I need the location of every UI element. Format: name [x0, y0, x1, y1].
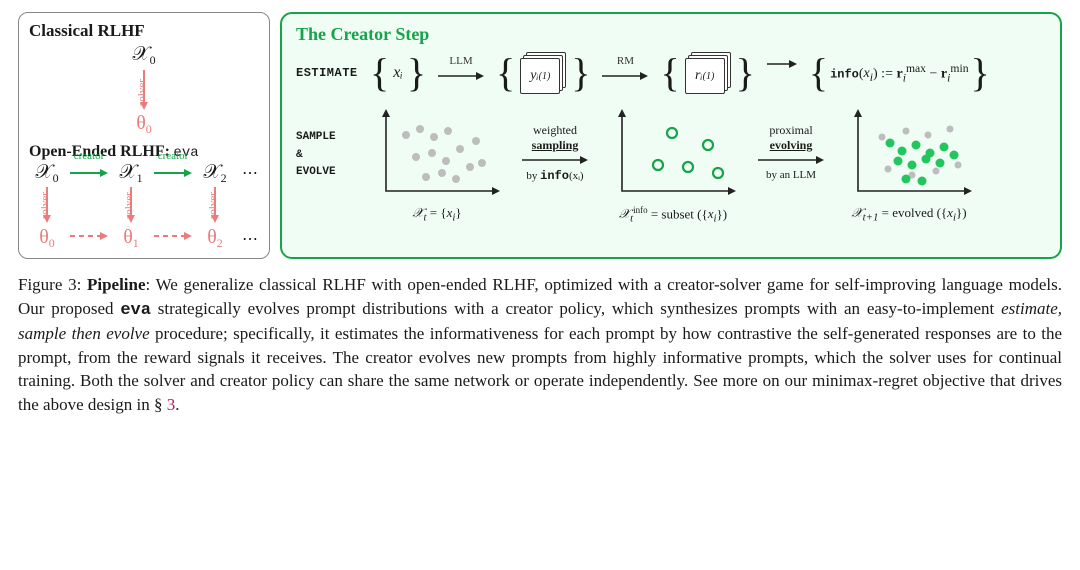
arrow-right-icon — [520, 153, 590, 167]
chi0: 𝒳0 — [132, 43, 155, 68]
theta-0: θ0 — [39, 226, 55, 251]
classical-diagram: 𝒳0 solver θ0 — [29, 43, 259, 137]
caption-body4: . — [175, 395, 179, 414]
arrow-right-icon — [436, 67, 486, 85]
theta0: θ0 — [136, 112, 152, 137]
arrow-right-dashed-icon — [152, 225, 194, 247]
panel-creator-step: The Creator Step ESTIMATE {xᵢ} LLM { yᵢ(… — [280, 12, 1062, 259]
dash-arrow-1 — [68, 225, 110, 252]
caption-bold: Pipeline — [87, 275, 146, 294]
arrow-right-icon — [152, 162, 194, 184]
card-stack-y: yᵢ(1) — [517, 49, 569, 97]
card-stack-r: rᵢ(1) — [682, 49, 734, 97]
arrow-rm: RM — [600, 55, 650, 91]
caption-eva: eva — [120, 301, 151, 320]
arrow-right-icon — [756, 153, 826, 167]
sample-evolve-row: SAMPLE & EVOLVE 𝒳t = {xi} weighted sampl… — [296, 107, 1046, 225]
open-ended-diagram: 𝒳0 creator 𝒳1 creator 𝒳2 ⋯ solver solver — [29, 161, 259, 253]
chart-caption-3: 𝒳t+1 = evolved ({xi}) — [851, 205, 966, 224]
chi-2: 𝒳2 — [203, 161, 226, 186]
chart-caption-2: 𝒳tinfo = subset ({xi}) — [619, 205, 727, 225]
set-y: { yᵢ(1) } — [496, 49, 590, 97]
chart-block-3: 𝒳t+1 = evolved ({xi}) — [844, 107, 974, 224]
chart-block-1: 𝒳t = {xi} — [372, 107, 502, 224]
theta-1: θ1 — [123, 226, 139, 251]
estimate-label: ESTIMATE — [296, 66, 360, 80]
caption-fig-prefix: Figure 3: — [18, 275, 87, 294]
set-r: { rᵢ(1) } — [660, 49, 754, 97]
creator-arrow-2: creator — [152, 162, 194, 184]
arrow-llm: LLM — [436, 55, 486, 91]
chart-caption-1: 𝒳t = {xi} — [412, 205, 461, 224]
theta-2: θ2 — [207, 226, 223, 251]
chart-block-2: 𝒳tinfo = subset ({xi}) — [608, 107, 738, 225]
chi-1: 𝒳1 — [119, 161, 142, 186]
chi-0: 𝒳0 — [35, 161, 58, 186]
sample-evolve-label: SAMPLE & EVOLVE — [296, 107, 360, 182]
panel-classical-open: Classical RLHF 𝒳0 solver θ0 Open-Ended R… — [18, 12, 270, 259]
solver-arrow-1: solver — [114, 185, 148, 225]
step-evolving: proximal evolving by an LLM — [750, 107, 832, 181]
estimate-row: ESTIMATE {xᵢ} LLM { yᵢ(1) } RM { — [296, 49, 1046, 97]
figure-row: Classical RLHF 𝒳0 solver θ0 Open-Ended R… — [18, 12, 1062, 259]
solver-arrow-2: solver — [198, 185, 232, 225]
arrow-right-icon — [68, 162, 110, 184]
set-x: {xᵢ} — [370, 53, 426, 93]
ellipsis-top: ⋯ — [240, 163, 258, 183]
caption-seclink: 3 — [167, 395, 176, 414]
dash-arrow-2 — [152, 225, 194, 252]
solver-arrow-0: solver — [30, 185, 64, 225]
ellipsis-bot: ⋯ — [240, 229, 258, 249]
solver-arrow: solver — [127, 68, 161, 112]
scatter-chart-1 — [372, 107, 502, 203]
set-info: { info(xi) := rimax − rimin } — [809, 53, 990, 93]
title-open-wrap: Open-Ended RLHF: eva — [29, 143, 259, 161]
figure-caption: Figure 3: Pipeline: We generalize classi… — [18, 273, 1062, 416]
arrow-right-icon — [600, 67, 650, 85]
scatter-chart-2 — [608, 107, 738, 203]
scatter-chart-3 — [844, 107, 974, 203]
caption-body2: strategically evolves prompt distributio… — [151, 299, 1001, 318]
solver-label: solver — [136, 79, 148, 106]
creator-arrow-1: creator — [68, 162, 110, 184]
arrow-to-info — [765, 55, 799, 91]
arrow-right-dashed-icon — [68, 225, 110, 247]
title-creator: The Creator Step — [296, 24, 1046, 45]
step-sampling: weighted sampling by info(xᵢ) — [514, 107, 596, 183]
arrow-right-icon — [765, 55, 799, 73]
title-classical: Classical RLHF — [29, 21, 259, 41]
